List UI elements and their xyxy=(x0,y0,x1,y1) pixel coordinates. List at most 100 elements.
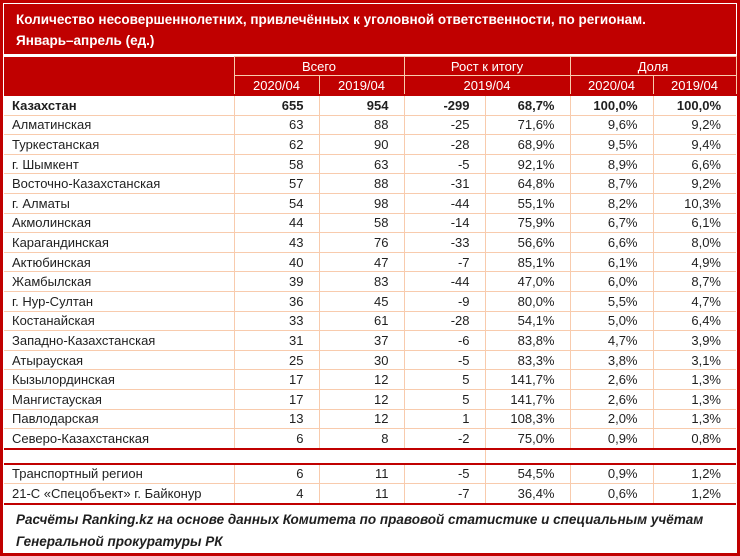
value-cell: 100,0% xyxy=(652,94,736,116)
spacer-row xyxy=(4,447,736,465)
table-row: Карагандинская 43 76 -33 56,6% 6,6% 8,0% xyxy=(4,232,736,253)
value-cell: 31 xyxy=(233,330,320,351)
value-cell: 47 xyxy=(318,251,405,273)
value-cell: 5 xyxy=(403,388,486,410)
value-cell: -25 xyxy=(403,114,486,136)
value-cell: 4,7% xyxy=(569,330,654,351)
region-cell: Атырауская xyxy=(4,349,235,371)
table-row: Кызылординская 17 12 5 141,7% 2,6% 1,3% xyxy=(4,369,736,390)
value-cell: 141,7% xyxy=(484,369,571,390)
statistics-table: Всего Рост к итогу Доля 2020/04 2019/04 … xyxy=(4,56,737,505)
value-cell: 80,0% xyxy=(484,290,571,312)
region-cell: Алматинская xyxy=(4,114,235,136)
table-row: Акмолинская 44 58 -14 75,9% 6,7% 6,1% xyxy=(4,212,736,234)
value-cell: 37 xyxy=(318,330,405,351)
region-cell: Транспортный регион xyxy=(4,463,235,485)
value-cell: 88 xyxy=(318,173,405,194)
value-cell: 40 xyxy=(233,251,320,273)
value-cell: 54 xyxy=(233,192,320,214)
value-cell: -5 xyxy=(403,153,486,175)
value-cell: 3,9% xyxy=(652,330,736,351)
value-cell: 54,1% xyxy=(484,310,571,332)
table-header: Всего Рост к итогу Доля 2020/04 2019/04 … xyxy=(4,56,737,96)
value-cell: 8,9% xyxy=(569,153,654,175)
report-title: Количество несовершеннолетних, привлечён… xyxy=(4,4,736,56)
value-cell: 9,6% xyxy=(569,114,654,136)
value-cell: 0,9% xyxy=(569,428,654,450)
value-cell: 92,1% xyxy=(484,153,571,175)
value-cell: 9,2% xyxy=(652,114,736,136)
value-cell: 83,3% xyxy=(484,349,571,371)
group-header-row: Всего Рост к итогу Доля xyxy=(4,56,737,96)
value-cell: 8,7% xyxy=(569,173,654,194)
value-cell: 3,1% xyxy=(652,349,736,371)
table-row: Восточно-Казахстанская 57 88 -31 64,8% 8,7% 9,… xyxy=(4,173,736,194)
table-row: Северо-Казахстанская 6 8 -2 75,0% 0,9% 0,8% xyxy=(4,428,736,450)
value-cell: 98 xyxy=(318,192,405,214)
region-cell: Костанайская xyxy=(4,310,235,332)
value-cell: 44 xyxy=(233,212,320,234)
value-cell: 17 xyxy=(233,388,320,410)
table-row: Мангистауская 17 12 5 141,7% 2,6% 1,3% xyxy=(4,388,736,410)
region-cell: Западно-Казахстанская xyxy=(4,330,235,351)
region-cell: г. Алматы xyxy=(4,192,235,214)
region-cell: Северо-Казахстанская xyxy=(4,428,235,450)
value-cell: -14 xyxy=(403,212,486,234)
value-cell: 9,5% xyxy=(569,134,654,155)
spacer-cell xyxy=(4,447,485,465)
value-cell: 68,7% xyxy=(484,94,571,116)
region-cell: Акмолинская xyxy=(4,212,235,234)
value-cell: 9,4% xyxy=(652,134,736,155)
value-cell: 1,2% xyxy=(652,463,736,485)
region-column-header xyxy=(4,56,235,96)
value-cell: 6,6% xyxy=(652,153,736,175)
value-cell: 75,9% xyxy=(484,212,571,234)
value-cell: -5 xyxy=(403,349,486,371)
value-cell: 1,3% xyxy=(652,408,736,430)
report-title-line2: Январь–апрель (ед.) xyxy=(16,33,155,48)
value-cell: 5 xyxy=(403,369,486,390)
value-cell: 6,7% xyxy=(569,212,654,234)
table-row: 21-С «Спецобъект» г. Байконур 4 11 -7 36,4% 0… xyxy=(4,483,736,505)
sub-header-share-2019: 2019/04 xyxy=(652,75,737,96)
value-cell: 36 xyxy=(233,290,320,312)
value-cell: 75,0% xyxy=(484,428,571,450)
region-cell: Карагандинская xyxy=(4,232,235,253)
source-note-line2: Генеральной прокуратуры РК xyxy=(16,533,223,549)
value-cell: -28 xyxy=(403,134,486,155)
value-cell: 10,3% xyxy=(652,192,736,214)
table-row: Транспортный регион 6 11 -5 54,5% 0,9% 1,2% xyxy=(4,463,736,485)
table-row: г. Шымкент 58 63 -5 92,1% 8,9% 6,6% xyxy=(4,153,736,175)
value-cell: 63 xyxy=(318,153,405,175)
value-cell: 47,0% xyxy=(484,271,571,292)
value-cell: 6,0% xyxy=(569,271,654,292)
value-cell: 17 xyxy=(233,369,320,390)
sub-header-row: 2020/04 2019/04 2019/04 2020/04 2019/04 xyxy=(4,75,737,96)
value-cell: 76 xyxy=(318,232,405,253)
value-cell: -44 xyxy=(403,271,486,292)
source-note-line1: Расчёты Ranking.kz на основе данных Коми… xyxy=(16,511,704,527)
value-cell: 61 xyxy=(318,310,405,332)
value-cell: 63 xyxy=(233,114,320,136)
value-cell: 71,6% xyxy=(484,114,571,136)
table-row: Павлодарская 13 12 1 108,3% 2,0% 1,3% xyxy=(4,408,736,430)
value-cell: 6,1% xyxy=(652,212,736,234)
value-cell: 55,1% xyxy=(484,192,571,214)
value-cell: 12 xyxy=(318,408,405,430)
table-row: Актюбинская 40 47 -7 85,1% 6,1% 4,9% xyxy=(4,251,736,273)
value-cell: 56,6% xyxy=(484,232,571,253)
value-cell: 58 xyxy=(318,212,405,234)
table-row: г. Алматы 54 98 -44 55,1% 8,2% 10,3% xyxy=(4,192,736,214)
value-cell: 57 xyxy=(233,173,320,194)
region-cell: г. Шымкент xyxy=(4,153,235,175)
value-cell: 13 xyxy=(233,408,320,430)
value-cell: 655 xyxy=(233,94,320,116)
value-cell: 4,9% xyxy=(652,251,736,273)
value-cell: 2,0% xyxy=(569,408,654,430)
table-row: Западно-Казахстанская 31 37 -6 83,8% 4,7% 3,9% xyxy=(4,330,736,351)
region-cell: 21-С «Спецобъект» г. Байконур xyxy=(4,483,235,505)
value-cell: -9 xyxy=(403,290,486,312)
value-cell: 108,3% xyxy=(484,408,571,430)
value-cell: 25 xyxy=(233,349,320,371)
region-cell: Актюбинская xyxy=(4,251,235,273)
